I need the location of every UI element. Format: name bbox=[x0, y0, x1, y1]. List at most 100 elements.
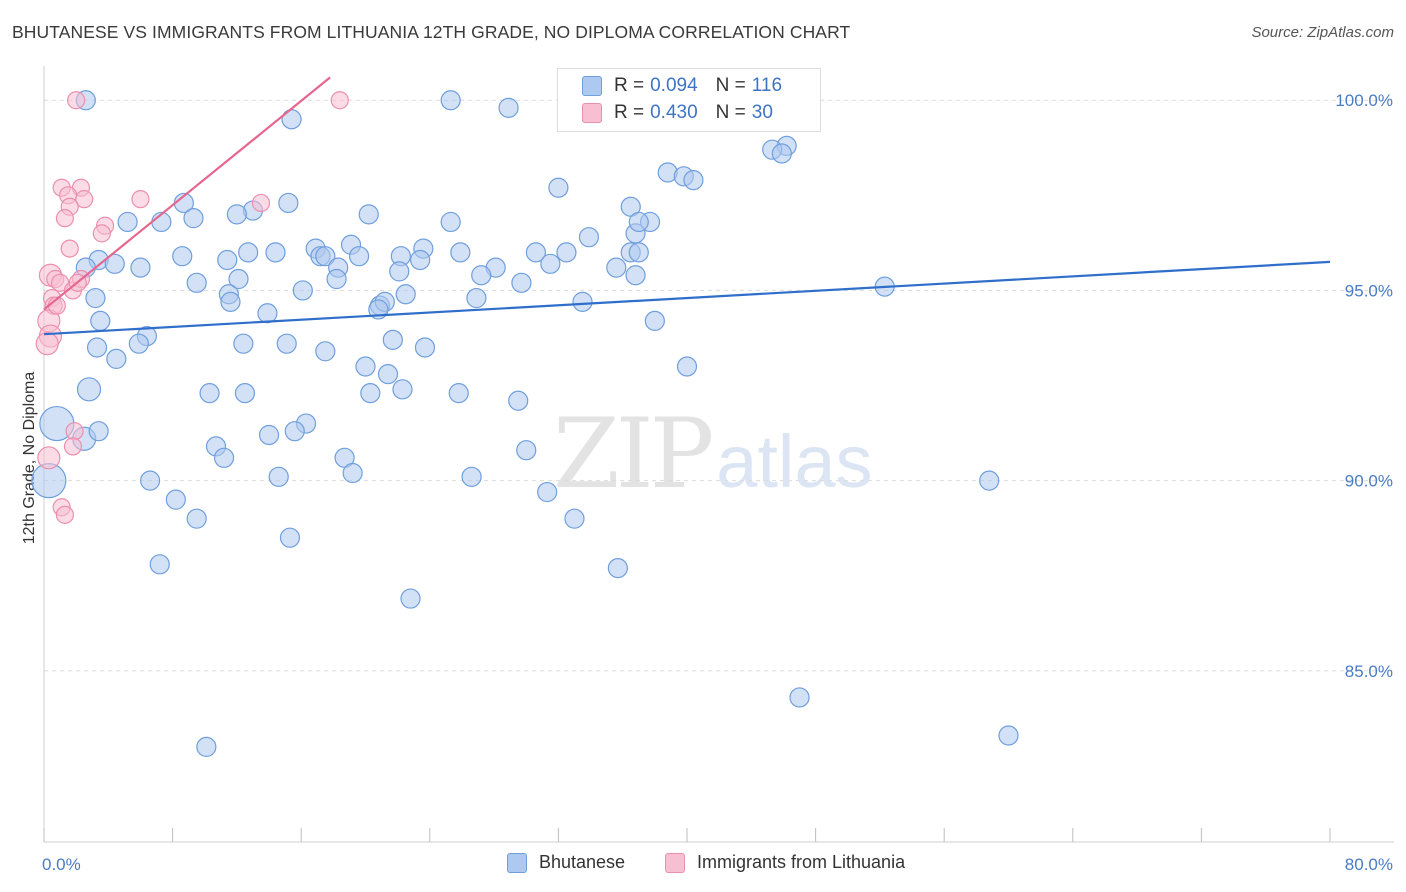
bhutanese-point bbox=[234, 383, 256, 404]
bhutanese-trend-line bbox=[43, 260, 1331, 336]
bhutanese-point bbox=[226, 204, 247, 225]
legend-r-value: 0.094 bbox=[650, 75, 698, 96]
watermark: ZIPatlas bbox=[553, 398, 873, 510]
bhutanese-point bbox=[440, 90, 461, 111]
bhutanese-point bbox=[284, 421, 305, 442]
bhutanese-point bbox=[130, 257, 151, 278]
legend-swatch-pink bbox=[582, 103, 602, 123]
bhutanese-point bbox=[410, 249, 431, 271]
bhutanese-point bbox=[771, 143, 792, 164]
bhutanese-point bbox=[199, 383, 220, 404]
bhutanese-point bbox=[466, 287, 487, 309]
bhutanese-point bbox=[360, 383, 381, 404]
trend-lines bbox=[43, 76, 1331, 336]
bhutanese-point bbox=[676, 356, 698, 377]
bhutanese-point bbox=[414, 337, 436, 358]
bhutanese-point bbox=[228, 268, 249, 290]
y-tick-label: 100.0% bbox=[1335, 91, 1393, 110]
x-tick-label: 80.0% bbox=[1345, 855, 1393, 874]
bhutanese-point bbox=[400, 588, 421, 609]
bhutanese-point bbox=[516, 440, 537, 461]
bhutanese-point bbox=[326, 268, 347, 290]
bhutanese-point bbox=[979, 470, 1000, 491]
legend-swatch-pink bbox=[665, 852, 685, 873]
lithuania-point bbox=[67, 91, 86, 110]
bhutanese-point bbox=[165, 489, 186, 510]
tick-labels: 85.0% 90.0% 95.0% 100.0% 0.0% 80.0% bbox=[42, 91, 1393, 874]
bhutanese-point bbox=[196, 736, 217, 758]
bhutanese-point bbox=[395, 284, 416, 305]
bhutanese-points bbox=[31, 90, 1019, 758]
bhutanese-point bbox=[238, 242, 259, 263]
bhutanese-point bbox=[625, 265, 646, 286]
lithuania-point bbox=[75, 190, 94, 209]
bhutanese-point bbox=[471, 265, 492, 286]
bhutanese-point bbox=[279, 527, 301, 548]
bhutanese-point bbox=[644, 310, 665, 331]
legend-item-bhutanese: Bhutanese bbox=[507, 852, 625, 873]
bhutanese-point bbox=[358, 204, 379, 225]
bhutanese-point bbox=[628, 211, 649, 233]
bhutanese-point bbox=[628, 242, 649, 263]
legend-label-bhutanese: Bhutanese bbox=[539, 852, 626, 872]
legend-r-value: 0.430 bbox=[650, 102, 698, 123]
bhutanese-point bbox=[564, 508, 585, 529]
legend-n-label: N = bbox=[715, 75, 746, 96]
bhutanese-point bbox=[548, 177, 569, 198]
bhutanese-point bbox=[128, 333, 149, 354]
bhutanese-point bbox=[525, 242, 546, 263]
bhutanese-point bbox=[88, 421, 109, 442]
y-tick-label: 85.0% bbox=[1345, 662, 1393, 681]
legend-n-value: 116 bbox=[751, 75, 783, 96]
bhutanese-point bbox=[265, 242, 286, 263]
bhutanese-point bbox=[789, 687, 810, 708]
lithuania-point bbox=[65, 422, 84, 441]
bhutanese-point bbox=[233, 333, 254, 354]
watermark-atlas: atlas bbox=[716, 420, 873, 503]
lithuania-point bbox=[37, 446, 61, 470]
bhutanese-point bbox=[537, 481, 558, 503]
bhutanese-point bbox=[186, 508, 207, 529]
stats-legend: R = 0.094 N = 116 R = 0.430 N = 30 bbox=[557, 68, 821, 132]
lithuania-point bbox=[92, 224, 111, 243]
bhutanese-point bbox=[139, 470, 161, 491]
chart-title: BHUTANESE VS IMMIGRANTS FROM LITHUANIA 1… bbox=[12, 22, 851, 42]
bhutanese-point bbox=[213, 447, 235, 468]
legend-label-lithuania: Immigrants from Lithuania bbox=[697, 852, 906, 872]
bhutanese-point bbox=[606, 257, 627, 278]
lithuania-point bbox=[251, 193, 271, 213]
legend-row-lithuania: R = 0.430 N = 30 bbox=[582, 100, 773, 126]
bhutanese-point bbox=[268, 466, 289, 487]
bhutanese-point bbox=[90, 310, 111, 331]
lithuania-point bbox=[35, 332, 59, 356]
bhutanese-point bbox=[377, 364, 399, 385]
bhutanese-point bbox=[186, 272, 207, 293]
bhutanese-point bbox=[292, 280, 313, 301]
bhutanese-point bbox=[86, 337, 108, 358]
bhutanese-point bbox=[258, 424, 280, 446]
legend-swatch-blue bbox=[507, 852, 527, 873]
bhutanese-point bbox=[998, 725, 1019, 746]
legend-r-label: R = bbox=[614, 75, 645, 96]
bhutanese-point bbox=[683, 170, 704, 191]
y-tick-label: 90.0% bbox=[1345, 472, 1393, 491]
bhutanese-point bbox=[508, 390, 529, 411]
bhutanese-point bbox=[382, 329, 403, 350]
bhutanese-point bbox=[355, 356, 376, 377]
bhutanese-point bbox=[556, 242, 577, 263]
legend-n-label: N = bbox=[715, 102, 746, 123]
axes bbox=[43, 66, 1394, 843]
bhutanese-point bbox=[281, 109, 302, 130]
bhutanese-point bbox=[149, 554, 170, 575]
bhutanese-point bbox=[450, 242, 471, 263]
bhutanese-point bbox=[183, 208, 204, 229]
lithuania-point bbox=[330, 91, 349, 110]
series-legend: Bhutanese Immigrants from Lithuania bbox=[0, 852, 1406, 878]
bhutanese-point bbox=[392, 379, 413, 400]
bhutanese-point bbox=[348, 246, 370, 267]
bhutanese-point bbox=[257, 303, 278, 324]
bhutanese-point bbox=[607, 558, 628, 579]
bhutanese-point bbox=[342, 462, 363, 484]
bhutanese-point bbox=[511, 272, 532, 293]
legend-row-bhutanese: R = 0.094 N = 116 bbox=[582, 73, 782, 99]
